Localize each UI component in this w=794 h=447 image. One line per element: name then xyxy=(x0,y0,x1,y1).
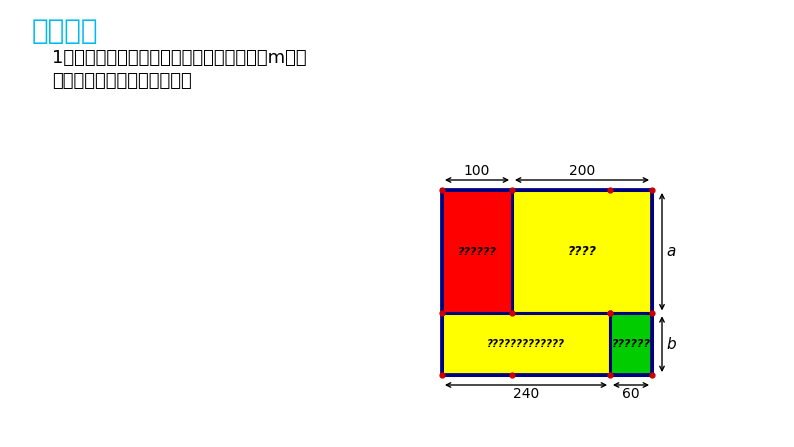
Text: 200: 200 xyxy=(569,164,596,178)
Text: ????: ???? xyxy=(568,245,596,258)
Bar xyxy=(442,190,512,313)
Text: $b$: $b$ xyxy=(666,336,677,352)
Text: ?????????????: ????????????? xyxy=(487,339,565,349)
Text: 课堂导入: 课堂导入 xyxy=(32,17,98,45)
Bar xyxy=(442,190,652,375)
Bar xyxy=(610,313,652,375)
Bar xyxy=(442,313,610,375)
Bar xyxy=(512,190,652,313)
Text: ??????: ?????? xyxy=(611,339,650,349)
Text: 240: 240 xyxy=(513,387,539,401)
Text: ??????: ?????? xyxy=(457,247,496,257)
Text: 60: 60 xyxy=(622,387,640,401)
Text: 100: 100 xyxy=(464,164,490,178)
Text: $a$: $a$ xyxy=(666,244,676,259)
Text: 1．下图是某学校校园的总体规划图（单位：m）．: 1．下图是某学校校园的总体规划图（单位：m）． xyxy=(52,49,306,67)
Text: 试计算这个学校的占地面积．: 试计算这个学校的占地面积． xyxy=(52,72,191,90)
